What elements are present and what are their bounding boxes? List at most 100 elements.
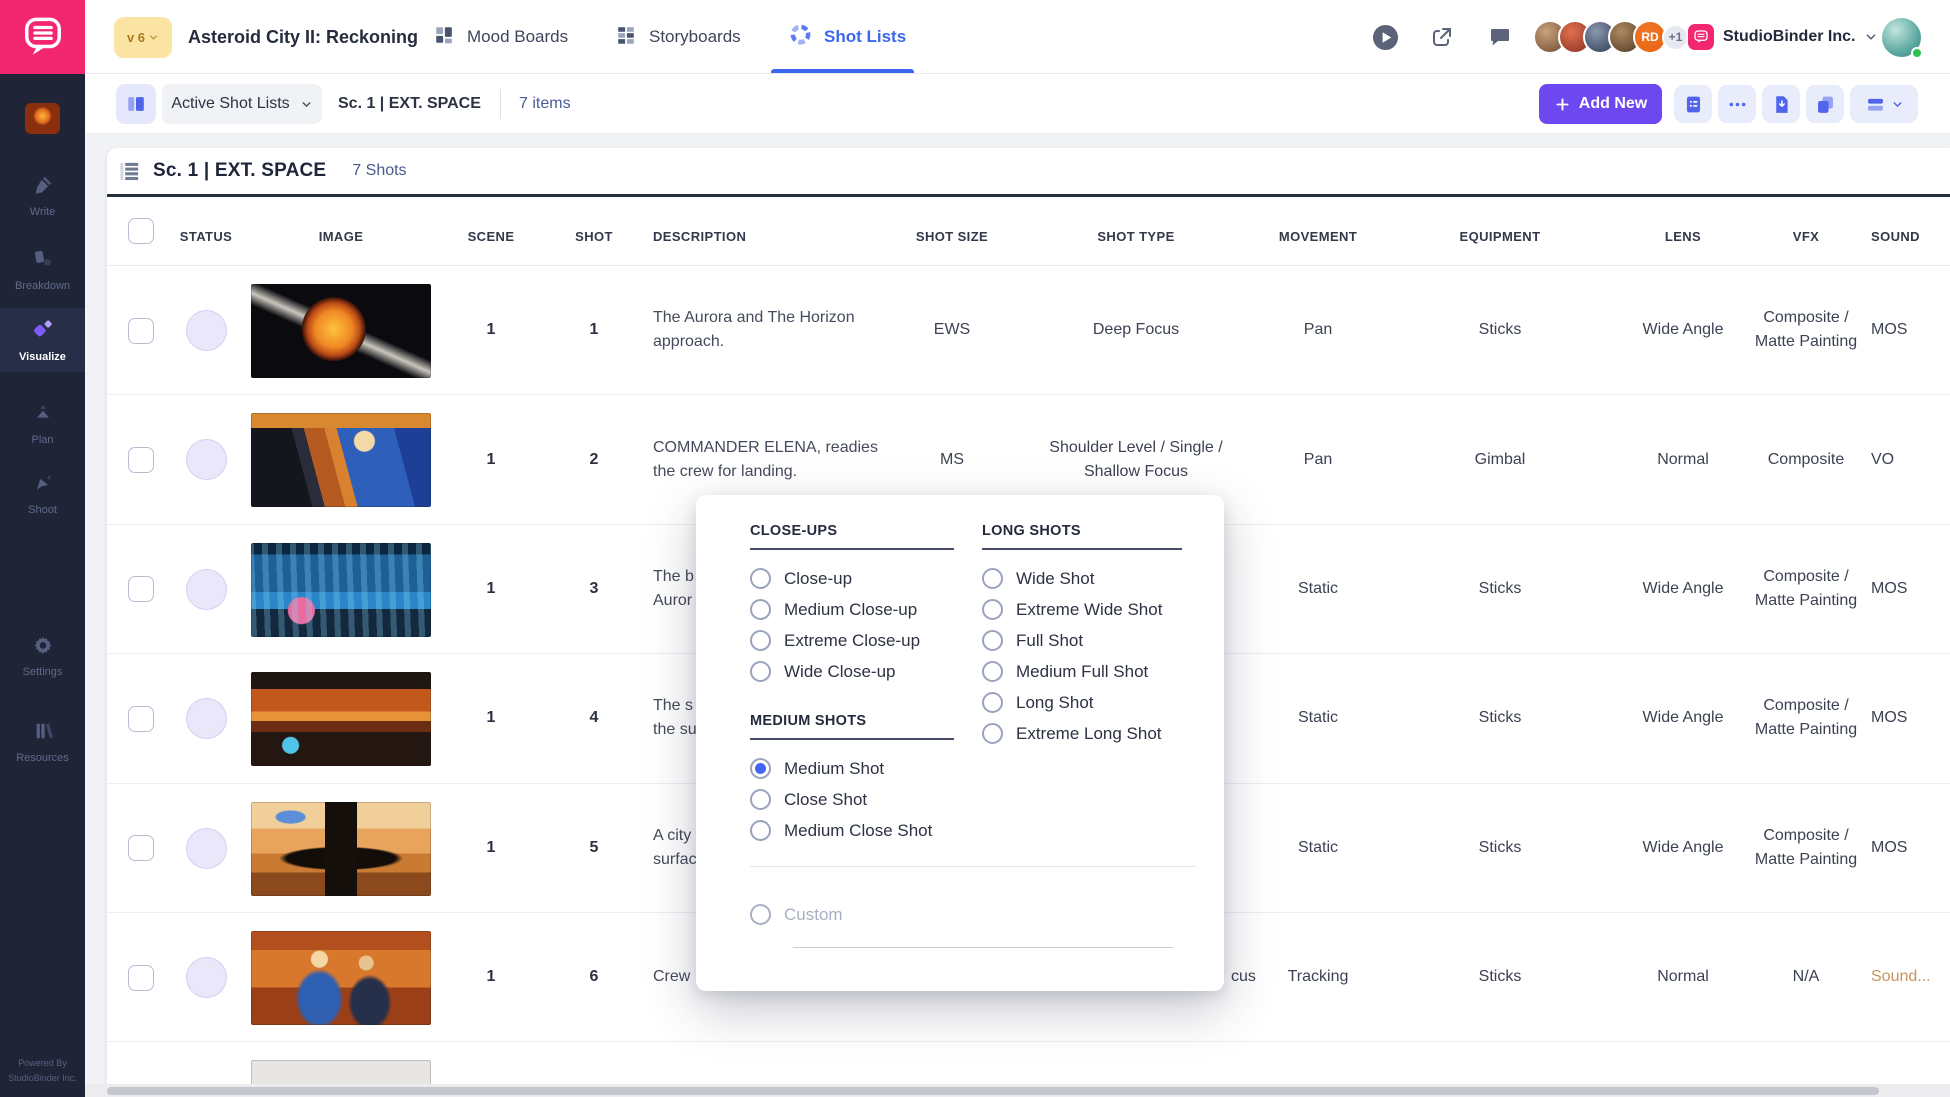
row-checkbox[interactable]: [128, 965, 154, 991]
avatar-overflow-badge[interactable]: +1: [1662, 24, 1689, 51]
cell-vfx[interactable]: N/A: [1726, 913, 1886, 1041]
sidebar-item-settings[interactable]: Settings: [0, 630, 85, 682]
cell-movement[interactable]: Tracking: [1248, 913, 1388, 1041]
cell-shot-size[interactable]: EWS: [882, 266, 1022, 394]
cell-equipment[interactable]: Sticks: [1425, 913, 1575, 1041]
tab-mood-boards[interactable]: Mood Boards: [433, 0, 568, 74]
status-indicator[interactable]: [186, 828, 227, 869]
present-button[interactable]: [1372, 24, 1399, 51]
shot-size-option-full-shot[interactable]: Full Shot: [982, 625, 1182, 656]
status-indicator[interactable]: [186, 957, 227, 998]
shot-size-option-close-shot[interactable]: Close Shot: [750, 784, 954, 815]
cell-description[interactable]: The Aurora and The Horizon approach.: [653, 266, 898, 394]
custom-option[interactable]: Custom: [750, 904, 843, 925]
tab-shot-lists[interactable]: Shot Lists: [789, 0, 906, 74]
add-new-button[interactable]: Add New: [1539, 84, 1662, 124]
project-thumbnail[interactable]: [25, 103, 60, 134]
sidebar-item-resources[interactable]: Resources: [0, 716, 85, 768]
shot-size-option-extreme-wide-shot[interactable]: Extreme Wide Shot: [982, 594, 1182, 625]
row-checkbox[interactable]: [128, 706, 154, 732]
shot-size-option-wide-close-up[interactable]: Wide Close-up: [750, 656, 954, 687]
layout-grid-button[interactable]: [116, 84, 156, 124]
cell-sound[interactable]: MOS: [1871, 654, 1950, 782]
cell-movement[interactable]: Static: [1248, 525, 1388, 653]
cell-sound[interactable]: VO: [1871, 395, 1950, 523]
share-button[interactable]: [1430, 25, 1454, 49]
table-row: 11The Aurora and The Horizon approach.EW…: [107, 266, 1950, 395]
cell-sound[interactable]: MOS: [1871, 266, 1950, 394]
cell-equipment[interactable]: Sticks: [1425, 784, 1575, 912]
shot-size-option-medium-full-shot[interactable]: Medium Full Shot: [982, 656, 1182, 687]
comments-button[interactable]: [1488, 25, 1512, 49]
status-indicator[interactable]: [186, 569, 227, 610]
shot-size-option-medium-shot[interactable]: Medium Shot: [750, 753, 954, 784]
cell-sound[interactable]: Sound...: [1871, 913, 1950, 1041]
version-badge[interactable]: v 6: [114, 17, 172, 58]
studiobinder-logo-icon[interactable]: [0, 0, 85, 74]
cell-movement[interactable]: Static: [1248, 654, 1388, 782]
list-icon[interactable]: [118, 160, 141, 183]
shot-thumbnail[interactable]: [251, 931, 431, 1025]
cell-equipment[interactable]: Gimbal: [1425, 395, 1575, 523]
cell-movement[interactable]: Pan: [1248, 395, 1388, 523]
shotlist-view-selector[interactable]: Active Shot Lists: [162, 84, 322, 124]
shot-size-option-close-up[interactable]: Close-up: [750, 563, 954, 594]
row-checkbox[interactable]: [128, 447, 154, 473]
cell-vfx[interactable]: Composite / Matte Painting: [1726, 784, 1886, 912]
user-avatar[interactable]: [1882, 18, 1921, 57]
sidebar-item-write[interactable]: Write: [0, 170, 85, 222]
column-header-shot-size: SHOT SIZE: [916, 229, 988, 244]
version-label: v 6: [127, 30, 145, 45]
shot-thumbnail[interactable]: [251, 802, 431, 896]
more-options-button[interactable]: [1718, 85, 1756, 123]
shot-size-option-wide-shot[interactable]: Wide Shot: [982, 563, 1182, 594]
cell-movement[interactable]: Static: [1248, 784, 1388, 912]
collaborator-avatars[interactable]: RD+1: [1533, 20, 1689, 54]
shot-size-option-extreme-close-up[interactable]: Extreme Close-up: [750, 625, 954, 656]
status-indicator[interactable]: [186, 698, 227, 739]
select-all-checkbox[interactable]: [128, 218, 154, 244]
cell-movement[interactable]: Pan: [1248, 266, 1388, 394]
cell-sound[interactable]: MOS: [1871, 784, 1950, 912]
shot-size-option-long-shot[interactable]: Long Shot: [982, 687, 1182, 718]
shot-size-option-medium-close-shot[interactable]: Medium Close Shot: [750, 815, 954, 846]
shot-thumbnail[interactable]: [251, 413, 431, 507]
tab-storyboards[interactable]: Storyboards: [615, 0, 741, 74]
radio-icon: [750, 758, 771, 779]
status-indicator[interactable]: [186, 310, 227, 351]
shot-thumbnail[interactable]: [251, 284, 431, 378]
row-density-button[interactable]: [1850, 85, 1918, 123]
cell-equipment[interactable]: Sticks: [1425, 266, 1575, 394]
shot-size-group-title: LONG SHOTS: [982, 523, 1182, 550]
shot-thumbnail[interactable]: [251, 543, 431, 637]
cell-vfx[interactable]: Composite / Matte Painting: [1726, 654, 1886, 782]
shot-thumbnail[interactable]: [251, 672, 431, 766]
export-pdf-button[interactable]: [1762, 85, 1800, 123]
custom-input-line[interactable]: [793, 947, 1173, 948]
scrollbar-thumb[interactable]: [107, 1087, 1879, 1095]
cell-sound[interactable]: MOS: [1871, 525, 1950, 653]
cell-shot-type[interactable]: Deep Focus: [1026, 266, 1246, 394]
row-checkbox[interactable]: [128, 576, 154, 602]
sidebar-item-shoot[interactable]: Shoot: [0, 468, 85, 520]
sidebar-item-visualize[interactable]: Visualize: [0, 308, 85, 372]
sidebar-item-breakdown[interactable]: Breakdown: [0, 244, 85, 296]
option-label: Close Shot: [784, 790, 867, 810]
sidebar-item-plan[interactable]: Plan: [0, 398, 85, 450]
custom-radio-icon[interactable]: [750, 904, 771, 925]
cell-vfx[interactable]: Composite / Matte Painting: [1726, 525, 1886, 653]
details-panel-button[interactable]: [1674, 85, 1712, 123]
workspace-switcher[interactable]: StudioBinder Inc.: [1688, 21, 1878, 53]
status-indicator[interactable]: [186, 439, 227, 480]
cell-vfx[interactable]: Composite / Matte Painting: [1726, 266, 1886, 394]
shot-size-option-extreme-long-shot[interactable]: Extreme Long Shot: [982, 718, 1182, 749]
shot-size-option-medium-close-up[interactable]: Medium Close-up: [750, 594, 954, 625]
horizontal-scrollbar[interactable]: [85, 1084, 1950, 1097]
cell-equipment[interactable]: Sticks: [1425, 654, 1575, 782]
duplicate-button[interactable]: [1806, 85, 1844, 123]
cell-equipment[interactable]: Sticks: [1425, 525, 1575, 653]
cell-shot: 6: [564, 913, 624, 1041]
row-checkbox[interactable]: [128, 835, 154, 861]
row-checkbox[interactable]: [128, 318, 154, 344]
cell-vfx[interactable]: Composite: [1726, 395, 1886, 523]
